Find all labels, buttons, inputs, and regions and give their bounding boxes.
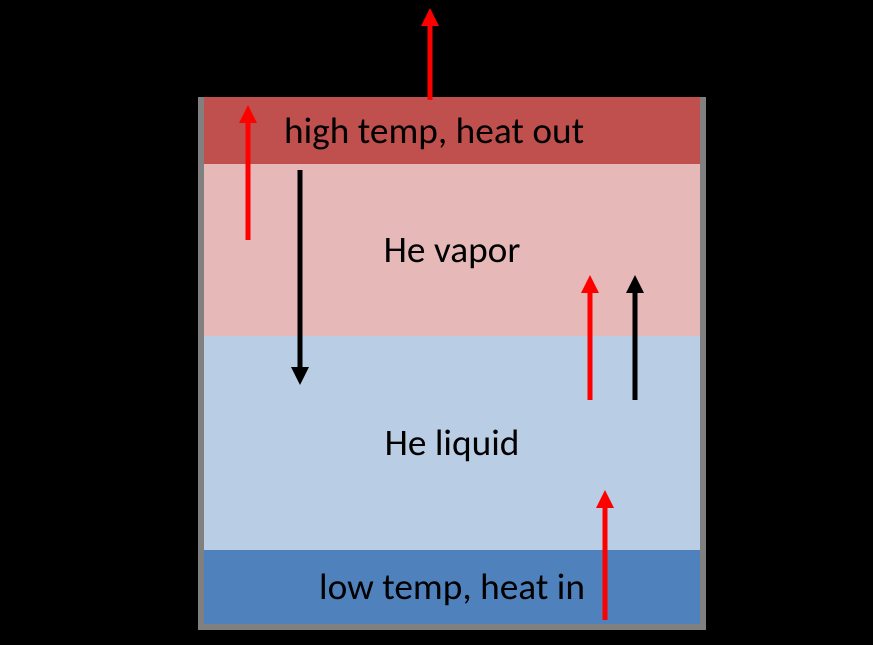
label-he-vapor: He vapor — [384, 227, 521, 273]
layer-high-temp: high temp, heat out — [204, 97, 700, 164]
layer-he-vapor: He vapor — [204, 164, 700, 336]
label-he-liquid: He liquid — [385, 420, 520, 466]
heat-out-top-head-icon — [421, 8, 439, 26]
diagram-stage: high temp, heat out He vapor He liquid l… — [0, 0, 873, 645]
wall-bottom — [198, 624, 706, 630]
layer-low-temp: low temp, heat in — [204, 550, 700, 624]
label-high-temp: high temp, heat out — [284, 108, 584, 154]
label-left-partial-text: on — [159, 245, 198, 291]
label-right-partial: ev — [706, 340, 741, 386]
layer-he-liquid: He liquid — [204, 336, 700, 550]
label-low-temp: low temp, heat in — [319, 564, 585, 610]
label-right-partial-text: ev — [706, 340, 741, 386]
label-left-partial: on — [0, 245, 198, 291]
